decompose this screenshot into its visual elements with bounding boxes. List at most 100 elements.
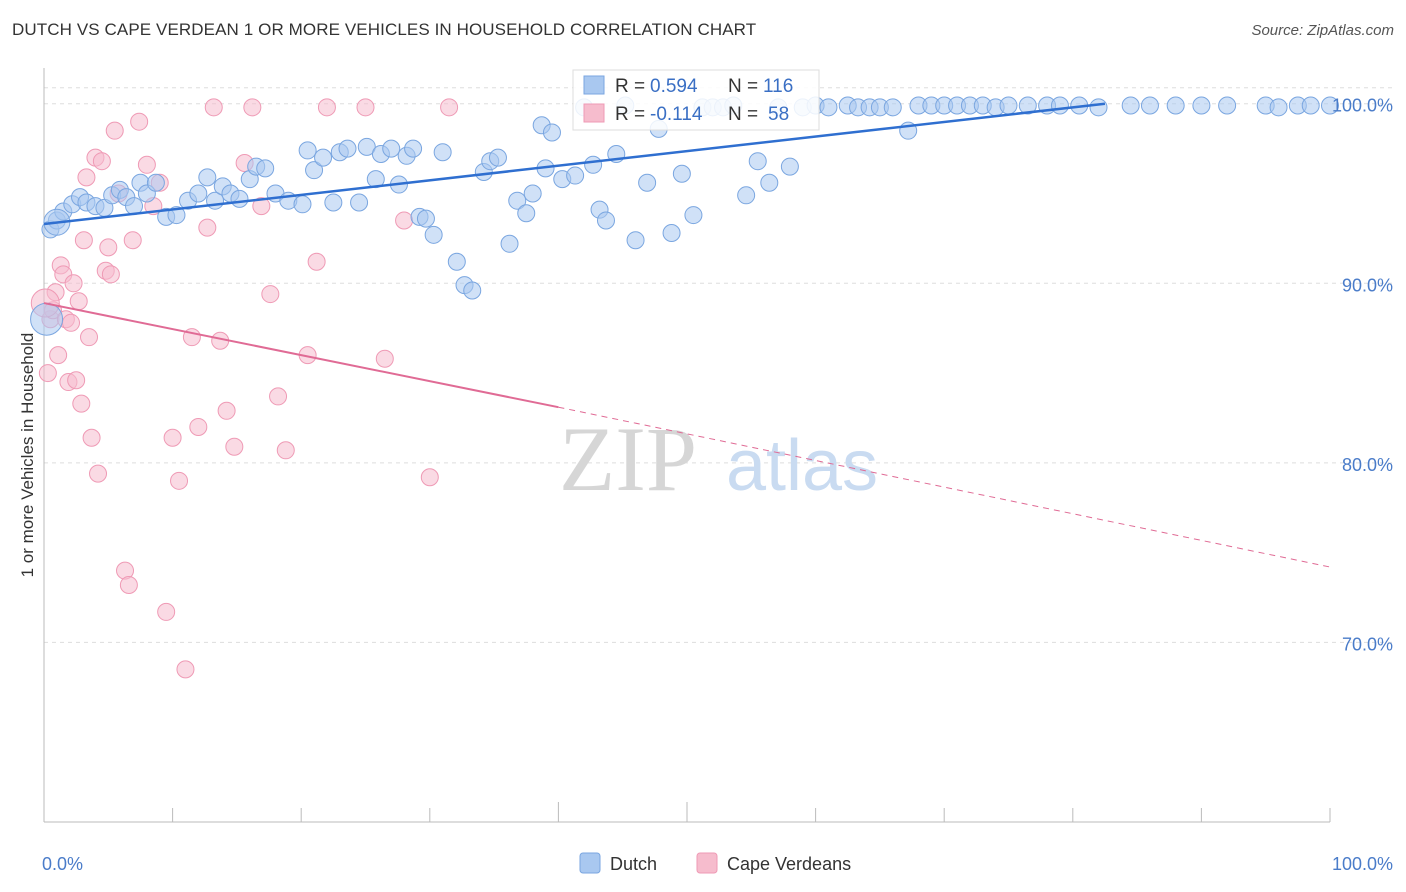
source-label: Source: ZipAtlas.com bbox=[1251, 22, 1394, 39]
dutch-point bbox=[1121, 96, 1140, 115]
y-tick-label: 90.0% bbox=[1342, 275, 1393, 295]
cape-verdeans-point bbox=[80, 328, 99, 347]
x-tick-labels: 0.0% 100.0% bbox=[42, 854, 1393, 874]
cape-verdeans-point bbox=[82, 428, 101, 447]
dutch-point bbox=[508, 191, 527, 210]
dutch-point bbox=[1140, 96, 1159, 115]
watermark-atlas: atlas bbox=[726, 426, 878, 506]
dutch-point bbox=[1269, 98, 1288, 117]
axes bbox=[43, 68, 1331, 823]
dutch-points bbox=[30, 96, 1339, 336]
dutch-point bbox=[883, 98, 902, 117]
cape-verdeans-point bbox=[89, 464, 108, 483]
stats-dutch-swatch bbox=[583, 75, 605, 95]
dutch-point bbox=[433, 143, 452, 162]
dutch-point bbox=[357, 137, 376, 156]
dutch-point bbox=[1218, 96, 1237, 115]
dutch-point bbox=[416, 209, 435, 228]
watermark-zip: ZIP bbox=[559, 408, 697, 510]
cape-verdeans-point bbox=[72, 394, 91, 413]
cape-verdeans-point bbox=[119, 575, 138, 594]
stats-dutch-n-label: N = bbox=[728, 76, 758, 97]
cape-verdeans-point bbox=[38, 364, 57, 383]
cape-verdeans-point bbox=[123, 231, 142, 250]
dutch-point bbox=[672, 164, 691, 183]
dutch-point bbox=[256, 159, 275, 178]
dutch-point bbox=[760, 173, 779, 192]
stats-dutch-r-value: 0.594 bbox=[650, 76, 698, 97]
dutch-point bbox=[382, 139, 401, 158]
y-tick-labels: 70.0% 80.0% 90.0% 100.0% bbox=[1332, 96, 1393, 655]
cape-verdeans-point bbox=[225, 437, 244, 456]
cape-verdeans-point bbox=[77, 168, 96, 187]
stats-box: R = 0.594 N = 116 R = -0.114 N = 58 bbox=[572, 69, 820, 131]
cape-verdeans-point bbox=[62, 313, 81, 332]
dutch-point bbox=[293, 195, 312, 214]
dutch-point bbox=[30, 302, 64, 336]
cape-verdeans-point bbox=[204, 98, 223, 117]
stats-cape-r-label: R = bbox=[615, 104, 645, 125]
legend-dutch-label: Dutch bbox=[610, 854, 657, 874]
legend: Dutch Cape Verdeans bbox=[579, 852, 851, 874]
cape-verdeans-point bbox=[243, 98, 262, 117]
dutch-point bbox=[350, 193, 369, 212]
cape-verdeans-point bbox=[67, 371, 86, 390]
cape-verdeans-point bbox=[163, 428, 182, 447]
dutch-point bbox=[999, 96, 1018, 115]
dutch-point bbox=[500, 234, 519, 253]
cape-verdeans-point bbox=[198, 218, 217, 237]
dutch-point bbox=[146, 173, 165, 192]
dutch-point bbox=[167, 206, 186, 225]
y-tick-label: 70.0% bbox=[1342, 634, 1393, 654]
stats-cape-n-value: 58 bbox=[768, 104, 789, 125]
cape-verdeans-point bbox=[157, 602, 176, 621]
watermark: ZIP atlas bbox=[559, 408, 878, 510]
dutch-trend-line bbox=[43, 102, 1106, 226]
dutch-point bbox=[230, 189, 249, 208]
dutch-point bbox=[523, 184, 542, 203]
cape-verdeans-point bbox=[217, 401, 236, 420]
dutch-point bbox=[542, 123, 561, 142]
stats-dutch-r-label: R = bbox=[615, 76, 645, 97]
cape-verdeans-point bbox=[261, 285, 280, 304]
dutch-point bbox=[1301, 96, 1320, 115]
cape-verdeans-point bbox=[375, 349, 394, 368]
cape-verdeans-point bbox=[130, 112, 149, 131]
dutch-point bbox=[780, 157, 799, 176]
stats-box-frame bbox=[572, 69, 820, 131]
dutch-point bbox=[305, 161, 324, 180]
cape-verdeans-point bbox=[170, 471, 189, 490]
x-tick-label-max: 100.0% bbox=[1332, 854, 1393, 874]
cape-verdeans-point bbox=[64, 274, 83, 293]
dutch-point bbox=[684, 206, 703, 225]
dutch-point bbox=[1192, 96, 1211, 115]
cape-verdeans-point bbox=[189, 417, 208, 436]
dutch-point bbox=[626, 231, 645, 250]
legend-cape-swatch bbox=[696, 852, 718, 874]
dutch-point bbox=[314, 148, 333, 167]
dutch-point bbox=[298, 141, 317, 160]
dutch-point bbox=[338, 139, 357, 158]
dutch-point bbox=[819, 98, 838, 117]
cape-verdeans-trend-line bbox=[43, 302, 559, 409]
legend-dutch-swatch bbox=[579, 852, 601, 874]
cape-verdeans-point bbox=[307, 252, 326, 271]
x-tick-label-min: 0.0% bbox=[42, 854, 83, 874]
dutch-point bbox=[447, 252, 466, 271]
cape-verdeans-point bbox=[49, 346, 68, 365]
dutch-point bbox=[198, 168, 217, 187]
dutch-point bbox=[1018, 96, 1037, 115]
dutch-point bbox=[324, 193, 343, 212]
dutch-point bbox=[1166, 96, 1185, 115]
dutch-point bbox=[584, 155, 603, 174]
dutch-point bbox=[748, 152, 767, 171]
cape-verdeans-point bbox=[269, 387, 288, 406]
stats-cape-n-label: N = bbox=[728, 104, 758, 125]
cape-verdeans-point bbox=[276, 441, 295, 460]
cape-verdeans-point bbox=[137, 155, 156, 174]
chart-title: DUTCH VS CAPE VERDEAN 1 OR MORE VEHICLES… bbox=[12, 20, 757, 39]
cape-verdeans-point bbox=[69, 292, 88, 311]
dutch-point bbox=[662, 224, 681, 243]
cape-verdeans-point bbox=[420, 468, 439, 487]
